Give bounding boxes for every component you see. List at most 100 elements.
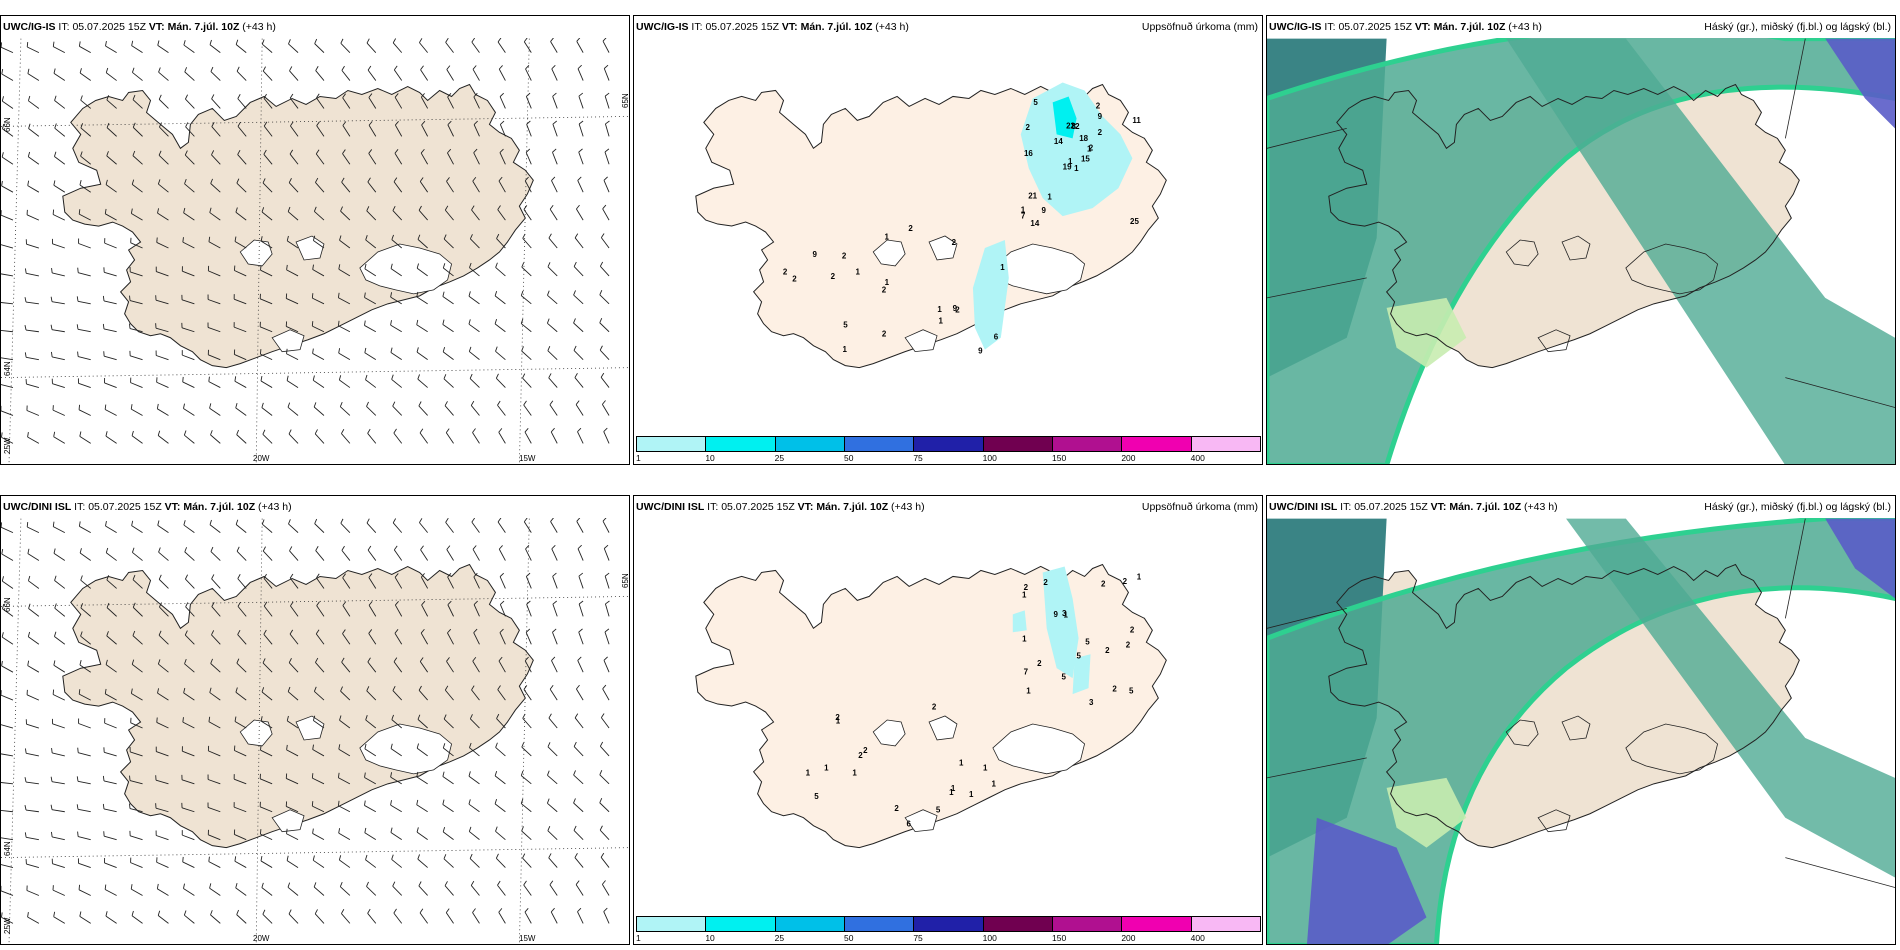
wind-barb: [368, 633, 377, 645]
wind-barb-flag: [183, 403, 185, 409]
wind-barb: [315, 633, 325, 645]
wind-barb-flag: [236, 658, 240, 664]
wind-barb-flag: [367, 428, 371, 434]
wind-barb: [499, 96, 506, 109]
wind-barb-flag: [416, 771, 419, 777]
wind-barb: [552, 124, 558, 137]
it-label: IT:: [691, 21, 703, 33]
precip-value: 1: [939, 317, 944, 326]
wind-barb-flag: [157, 40, 160, 46]
wind-barb-flag: [599, 770, 603, 775]
wind-barb-flag: [131, 430, 134, 436]
glacier: [872, 719, 906, 747]
lead-time: (+43 h): [242, 21, 276, 33]
wind-barb-flag: [498, 908, 503, 913]
wind-barb-flag: [338, 828, 341, 834]
wind-barb: [28, 580, 40, 589]
wind-barb: [210, 663, 221, 673]
wind-barb: [131, 693, 143, 701]
wind-barb-flag: [50, 776, 53, 782]
wind-barb: [315, 662, 325, 673]
wind-barb-flag: [525, 148, 531, 153]
precip-value: 9: [812, 250, 817, 259]
wind-barb: [52, 383, 65, 388]
wind-barb-flag: [102, 775, 105, 781]
wind-barb: [129, 328, 143, 333]
wind-barb-flag: [106, 575, 110, 581]
wind-barb-flag: [468, 826, 472, 832]
wind-barb-flag: [495, 853, 499, 859]
precip-value: 2: [1089, 144, 1094, 153]
wind-barb: [263, 634, 273, 645]
wind-barb: [600, 237, 610, 249]
wind-barb-flag: [600, 233, 605, 238]
high-cloud-area: [1306, 817, 1427, 944]
wind-barb-flag: [236, 909, 240, 915]
wind-barb: [104, 835, 117, 841]
wind-barb-flag: [495, 742, 498, 748]
wind-barb-flag: [287, 206, 291, 212]
wind-barb-flag: [290, 601, 294, 607]
wind-barb-flag: [447, 572, 452, 578]
wind-barb-flag: [262, 429, 266, 435]
wind-barb: [234, 241, 247, 249]
wind-barb-flag: [131, 40, 134, 46]
wind-barb: [312, 805, 325, 813]
wind-barb: [51, 781, 65, 785]
wind-barb: [234, 721, 247, 729]
wind-barb: [339, 379, 351, 388]
precip-value: 2: [1123, 577, 1128, 586]
wind-barb: [181, 327, 195, 333]
glacier-outline: [1537, 809, 1571, 833]
precip-value: 6: [994, 333, 999, 342]
wind-barb-flag: [235, 687, 238, 693]
wind-barb-flag: [261, 882, 264, 888]
wind-barb: [442, 804, 454, 813]
wind-barb-flag: [316, 601, 320, 606]
wind-barb: [287, 720, 299, 729]
wind-barb-flag: [338, 744, 341, 750]
wind-barb-flag: [288, 909, 292, 915]
wind-barb: [207, 807, 221, 813]
wind-barb-flag: [105, 659, 108, 665]
wind-barb: [364, 352, 377, 361]
wind-barb-flag: [418, 685, 422, 691]
wind-barb-flag: [286, 235, 289, 241]
wind-barb: [158, 71, 169, 81]
wind-barb: [28, 156, 40, 165]
it-value: 05.07.2025 15Z: [1338, 21, 1412, 33]
wind-barb: [526, 124, 532, 137]
wind-barb: [1, 156, 14, 165]
wind-barb: [78, 836, 91, 841]
wind-barb: [367, 913, 377, 924]
wind-barb-flag: [312, 828, 314, 834]
wind-barb: [27, 916, 40, 924]
wind-barb: [260, 380, 273, 388]
wind-barb: [578, 603, 584, 617]
wind-barb-flag: [523, 38, 528, 43]
wind-barb-flag: [421, 93, 425, 98]
wind-barb-flag: [260, 855, 263, 862]
wind-barb: [210, 71, 221, 81]
wind-barb: [521, 266, 532, 277]
wind-barb: [577, 548, 584, 561]
wind-barb-flag: [237, 149, 241, 155]
wind-barb: [368, 125, 377, 137]
wind-barb-flag: [471, 38, 476, 43]
wind-barb: [27, 665, 40, 673]
wind-barb-flag: [1, 549, 4, 555]
longitude-line: [518, 38, 530, 464]
wind-barb-flag: [602, 880, 606, 885]
wind-barb: [573, 830, 584, 840]
wind-barb-flag: [602, 684, 607, 690]
wind-barb-flag: [443, 714, 447, 720]
colorbar-label: 25: [774, 933, 785, 943]
wind-barb: [54, 636, 66, 645]
precip-value: 14: [1030, 219, 1039, 228]
wind-barb: [237, 606, 247, 617]
wind-barb: [524, 431, 532, 444]
wind-barb-flag: [574, 373, 578, 378]
wind-barb: [25, 301, 39, 305]
wind-barb-flag: [549, 400, 554, 406]
wind-barb: [578, 123, 584, 137]
